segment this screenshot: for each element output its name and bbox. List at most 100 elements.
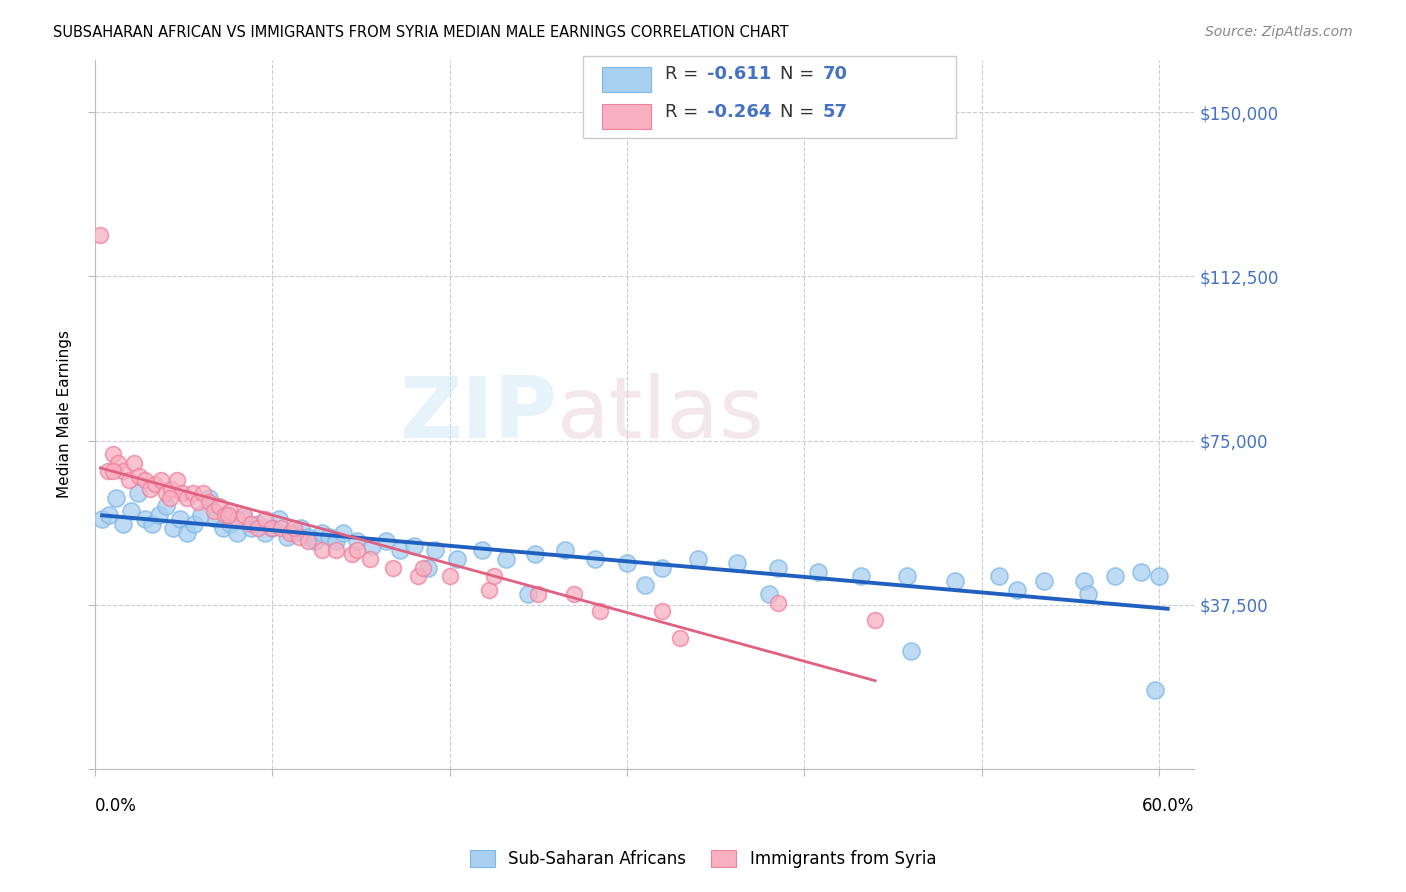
Point bbox=[240, 516, 263, 531]
Point bbox=[527, 587, 550, 601]
Point bbox=[725, 556, 748, 570]
Text: 70: 70 bbox=[823, 65, 848, 83]
Point bbox=[766, 560, 789, 574]
Point bbox=[1144, 683, 1167, 698]
Point bbox=[523, 548, 546, 562]
Point bbox=[226, 525, 249, 540]
Point bbox=[183, 516, 205, 531]
Point bbox=[340, 548, 363, 562]
Point bbox=[166, 473, 188, 487]
Point bbox=[101, 447, 124, 461]
Point bbox=[616, 556, 638, 570]
Point bbox=[262, 521, 284, 535]
Point bbox=[233, 512, 256, 526]
Point bbox=[863, 613, 886, 627]
Point bbox=[554, 543, 576, 558]
Point bbox=[346, 534, 368, 549]
Point bbox=[162, 521, 184, 535]
Point bbox=[381, 560, 404, 574]
Point bbox=[204, 512, 226, 526]
Point bbox=[374, 534, 396, 549]
Point bbox=[122, 456, 145, 470]
Text: R =: R = bbox=[665, 65, 704, 83]
Text: 0.0%: 0.0% bbox=[96, 797, 136, 815]
Point bbox=[360, 539, 382, 553]
Text: SUBSAHARAN AFRICAN VS IMMIGRANTS FROM SYRIA MEDIAN MALE EARNINGS CORRELATION CHA: SUBSAHARAN AFRICAN VS IMMIGRANTS FROM SY… bbox=[53, 25, 789, 40]
Point bbox=[900, 644, 922, 658]
Point bbox=[669, 631, 692, 645]
Point bbox=[96, 464, 118, 478]
Point bbox=[159, 491, 181, 505]
Point bbox=[134, 473, 156, 487]
Point bbox=[128, 468, 150, 483]
Point bbox=[418, 560, 440, 574]
Point bbox=[758, 587, 780, 601]
Point bbox=[197, 491, 219, 505]
Point bbox=[311, 543, 333, 558]
Point bbox=[190, 508, 212, 522]
Point bbox=[107, 456, 129, 470]
Text: 57: 57 bbox=[823, 103, 848, 120]
Point bbox=[583, 552, 606, 566]
Point bbox=[807, 565, 830, 579]
Point bbox=[105, 491, 128, 505]
Point bbox=[1147, 569, 1170, 583]
Point bbox=[943, 574, 966, 588]
Point bbox=[218, 516, 240, 531]
Point bbox=[254, 525, 277, 540]
Point bbox=[91, 512, 114, 526]
Point bbox=[247, 516, 270, 531]
Point bbox=[495, 552, 517, 566]
Point bbox=[482, 569, 505, 583]
Point bbox=[208, 500, 231, 514]
Text: R =: R = bbox=[665, 103, 704, 120]
Point bbox=[247, 521, 270, 535]
Point bbox=[148, 508, 170, 522]
Point bbox=[406, 569, 429, 583]
Point bbox=[439, 569, 461, 583]
Point bbox=[404, 539, 426, 553]
Point bbox=[290, 521, 312, 535]
Point bbox=[634, 578, 657, 592]
Point bbox=[478, 582, 501, 597]
Text: ZIP: ZIP bbox=[399, 373, 557, 456]
Point bbox=[297, 534, 319, 549]
Point bbox=[211, 521, 233, 535]
Point bbox=[412, 560, 434, 574]
Point bbox=[471, 543, 494, 558]
Legend: Sub-Saharan Africans, Immigrants from Syria: Sub-Saharan Africans, Immigrants from Sy… bbox=[463, 843, 943, 875]
Point bbox=[187, 495, 209, 509]
Point bbox=[112, 464, 135, 478]
Point bbox=[160, 482, 183, 496]
Point bbox=[240, 521, 263, 535]
Point bbox=[155, 500, 177, 514]
Point bbox=[149, 473, 172, 487]
Point bbox=[269, 512, 291, 526]
Point bbox=[197, 495, 219, 509]
Point bbox=[304, 534, 326, 549]
Point bbox=[145, 477, 167, 491]
Point bbox=[1077, 587, 1099, 601]
Point bbox=[141, 516, 163, 531]
Point bbox=[278, 525, 301, 540]
Point bbox=[169, 512, 191, 526]
Point bbox=[346, 543, 368, 558]
Point bbox=[193, 486, 215, 500]
Point bbox=[134, 512, 156, 526]
Point bbox=[1104, 569, 1126, 583]
Point bbox=[1073, 574, 1095, 588]
Point bbox=[849, 569, 872, 583]
Point bbox=[118, 473, 141, 487]
Text: Source: ZipAtlas.com: Source: ZipAtlas.com bbox=[1205, 25, 1353, 39]
Point bbox=[217, 508, 239, 522]
Text: -0.611: -0.611 bbox=[707, 65, 772, 83]
Text: N =: N = bbox=[780, 65, 820, 83]
Point bbox=[270, 521, 292, 535]
Point bbox=[332, 525, 354, 540]
Point bbox=[176, 491, 198, 505]
Point bbox=[359, 552, 381, 566]
Point bbox=[120, 504, 142, 518]
Point bbox=[202, 504, 225, 518]
Point bbox=[389, 543, 412, 558]
Point bbox=[516, 587, 538, 601]
